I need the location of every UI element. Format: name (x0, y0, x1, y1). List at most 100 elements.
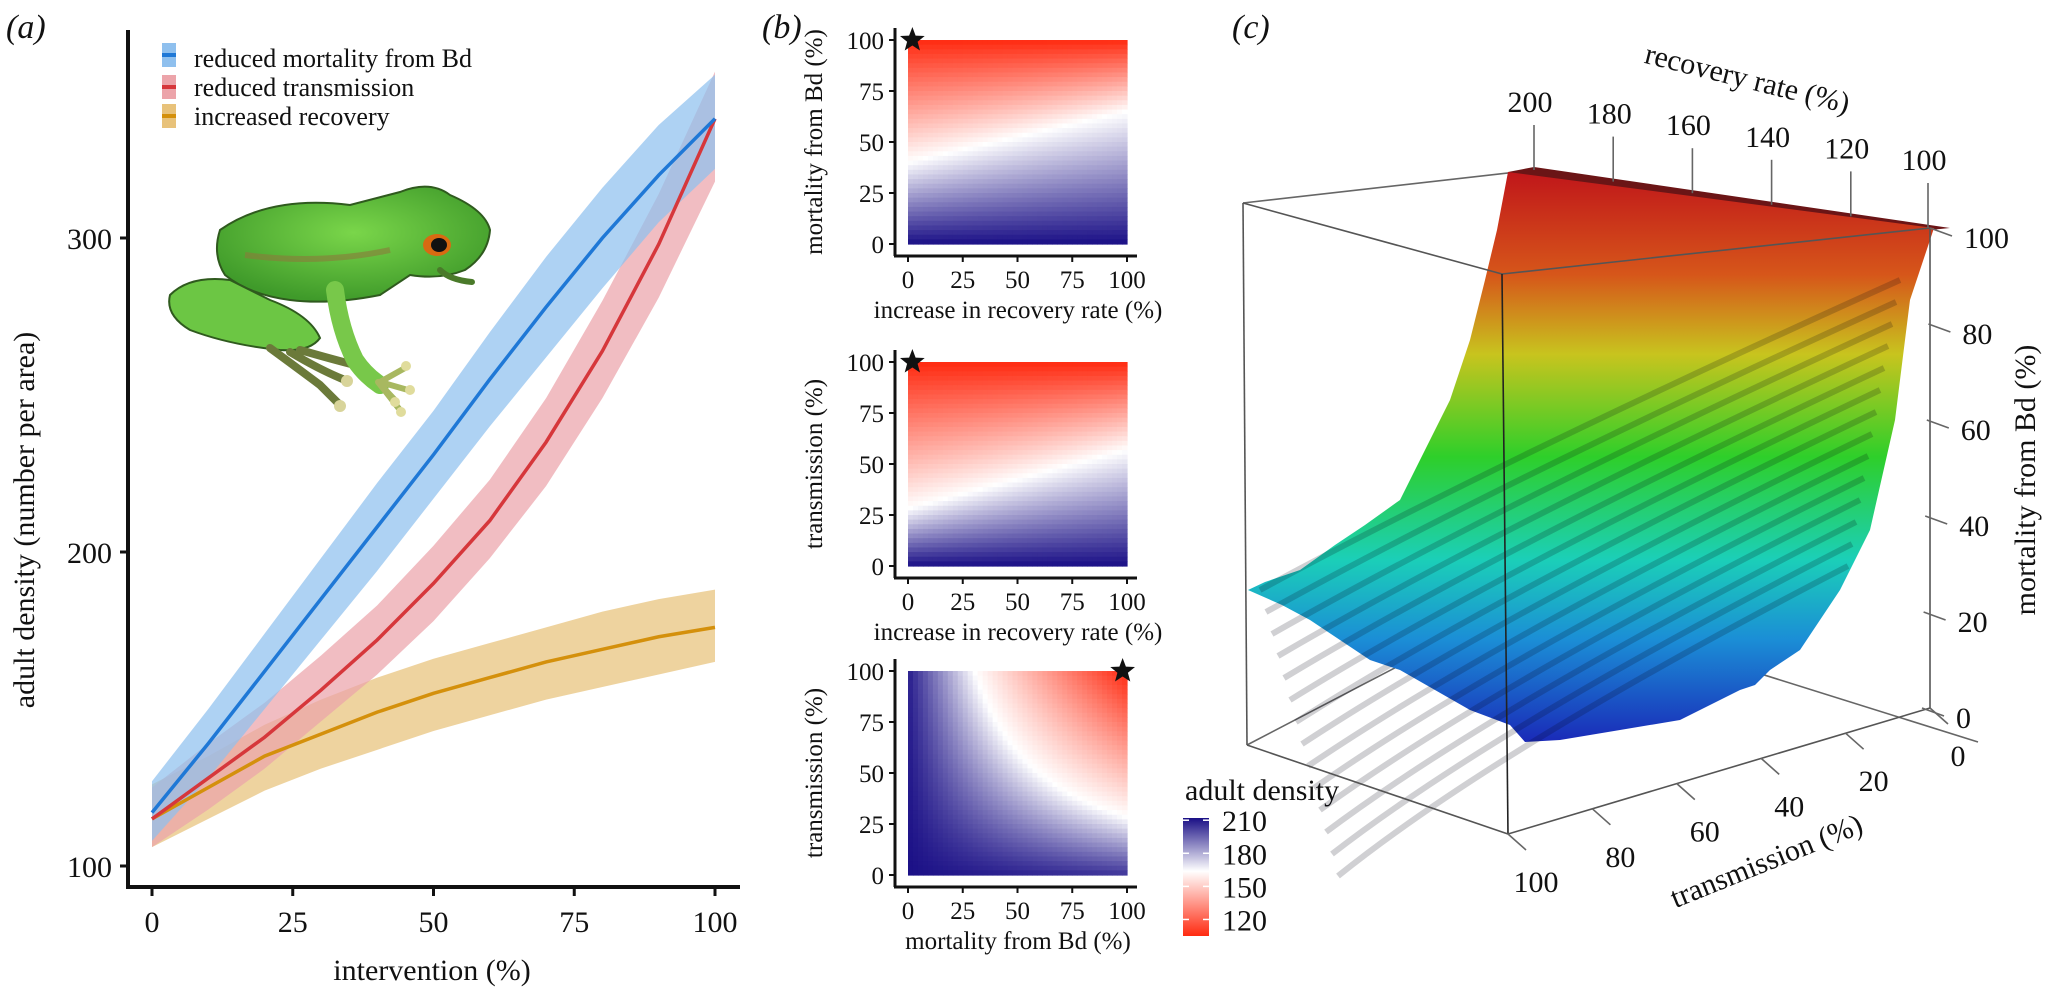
mortality-tick-label: 100 (1964, 222, 2009, 255)
ripple (1288, 387, 1882, 703)
transmission-tick (1507, 833, 1527, 851)
mortality-tick (1924, 515, 1948, 525)
mortality-tick-label: 0 (1956, 702, 1971, 735)
star-marker (1110, 658, 1135, 682)
panel-label-c: (c) (1232, 9, 1270, 46)
x-tick-label: 100 (693, 906, 738, 939)
legend: reduced mortality from Bd reduced transm… (162, 43, 472, 131)
surface-body (1248, 172, 1934, 742)
star-marker (900, 349, 925, 373)
x-tick-label: 25 (950, 267, 975, 294)
transmission-tick-label: 40 (1774, 790, 1804, 823)
frog-illustration (168, 185, 492, 417)
x-tick-label: 25 (278, 906, 308, 939)
surface-ripples (1258, 277, 1902, 879)
panel-label-a: (a) (6, 9, 46, 46)
recovery-axis-label: recovery rate (%) (1641, 37, 1853, 120)
y-tick-label: 75 (859, 710, 884, 737)
y-tick-label: 0 (872, 554, 885, 581)
y-tick-label: 0 (872, 232, 885, 259)
y-axis-label: adult density (number per area) (8, 332, 41, 709)
x-tick-label: 50 (1005, 589, 1030, 616)
y-tick-label: 50 (859, 452, 884, 479)
y-tick-label: 25 (859, 181, 884, 208)
star-marker (900, 27, 925, 51)
surface (1248, 167, 1950, 879)
x-tick-label: 50 (1005, 898, 1030, 925)
y-tick-label: 200 (67, 537, 112, 570)
y-tick-label: 100 (847, 659, 885, 686)
x-tick-label: 100 (1108, 589, 1146, 616)
mortality-tick-label: 80 (1962, 318, 1992, 351)
recovery-tick-label: 160 (1666, 109, 1711, 142)
x-tick-label: 75 (1060, 589, 1085, 616)
x-ticks: 0 25 50 75 100 (145, 887, 738, 939)
x-axis-label: increase in recovery rate (%) (874, 297, 1163, 324)
x-tick-label: 50 (1005, 267, 1030, 294)
transmission-tick-label: 60 (1690, 816, 1720, 849)
legend-item-blue: reduced mortality from Bd (162, 43, 472, 73)
heatmap-2: 0 25 50 75 100 0 25 50 75 100 increase in recovery… (801, 349, 1162, 646)
mortality-tick (1929, 227, 1953, 237)
ripple (1264, 299, 1898, 615)
legend-label: increased recovery (194, 102, 390, 131)
ripple (1282, 365, 1886, 681)
mortality-tick (1928, 323, 1951, 333)
x-tick-label: 100 (1108, 267, 1146, 294)
box-edges-front (1242, 202, 1931, 835)
x-axis-label: increase in recovery rate (%) (874, 619, 1163, 646)
x-tick-label: 0 (145, 906, 160, 939)
y-tick-label: 0 (872, 863, 885, 890)
panel-label-b: (b) (762, 9, 802, 46)
recovery-tick-label: 180 (1587, 98, 1632, 131)
x-tick-label: 0 (902, 898, 915, 925)
mortality-tick (1926, 419, 1950, 429)
legend-item-orange: increased recovery (162, 102, 390, 131)
x-axis-label: mortality from Bd (%) (905, 928, 1131, 955)
ripple (1276, 343, 1890, 659)
x-tick-label: 75 (559, 906, 589, 939)
legend-label: reduced mortality from Bd (194, 44, 472, 73)
band-0 (152, 74, 715, 841)
mortality-tick (1921, 707, 1945, 717)
mortality-tick-label: 20 (1958, 606, 1988, 639)
y-axis-label: mortality from Bd (%) (801, 29, 828, 255)
panel-c-surface: 200 180 160 140 120 100 recovery rate (%) 020… (1242, 37, 2042, 915)
y-tick-label: 75 (859, 79, 884, 106)
y-tick-label: 300 (67, 223, 112, 256)
ripple (1294, 409, 1878, 725)
mortality-tick (1923, 611, 1946, 621)
y-tick-label: 100 (847, 28, 885, 55)
heatmap-1: 0 25 50 75 100 0 25 50 75 100 increase in recovery… (801, 27, 1162, 324)
ripple (1300, 431, 1874, 747)
series-line-1 (150, 117, 717, 821)
surface-plateau (1508, 167, 1950, 230)
y-tick-label: 50 (859, 130, 884, 157)
panel-b-heatmaps: 0 25 50 75 100 0 25 50 75 100 increase in recovery… (801, 27, 1162, 955)
recovery-tick-label: 100 (1902, 144, 1947, 177)
colorbar-tick-label: 210 (1222, 805, 1267, 838)
colorbar-title: adult density (1185, 774, 1339, 807)
mortality-axis-label: mortality from Bd (%) (2009, 345, 2042, 616)
mortality-tick-label: 60 (1961, 414, 1991, 447)
y-tick-label: 50 (859, 761, 884, 788)
recovery-tick-label: 200 (1508, 86, 1553, 119)
y-axis-label: transmission (%) (801, 688, 828, 858)
y-tick-label: 100 (847, 350, 885, 377)
transmission-tick-label: 80 (1605, 841, 1635, 874)
x-axis-label: intervention (%) (333, 954, 530, 987)
ripple (1318, 497, 1862, 813)
colorbar-gradient (1183, 818, 1209, 936)
y-tick-label: 25 (859, 503, 884, 530)
transmission-tick (1845, 732, 1865, 750)
recovery-tick-label: 140 (1745, 121, 1790, 154)
x-tick-label: 0 (902, 267, 915, 294)
mortality-ticks: 0 20 40 60 80 100 (1921, 222, 2009, 735)
series-line-0 (150, 117, 717, 814)
colorbar-tick-label: 120 (1222, 904, 1267, 937)
series-line-2 (151, 625, 716, 821)
mortality-tick-label: 40 (1959, 510, 1989, 543)
